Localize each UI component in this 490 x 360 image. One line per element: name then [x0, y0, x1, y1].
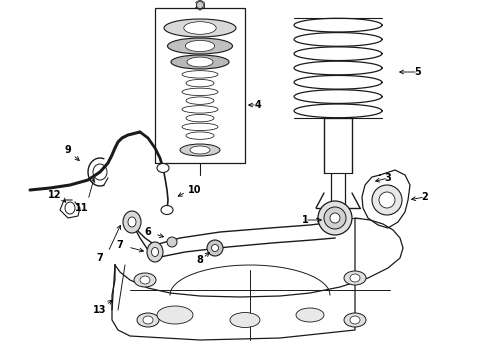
Ellipse shape: [186, 114, 214, 122]
Ellipse shape: [185, 40, 215, 51]
Ellipse shape: [157, 163, 169, 172]
Ellipse shape: [212, 244, 219, 252]
Ellipse shape: [186, 97, 214, 104]
Text: 10: 10: [188, 185, 202, 195]
Ellipse shape: [207, 240, 223, 256]
Ellipse shape: [318, 201, 352, 235]
Text: 9: 9: [65, 145, 72, 155]
Ellipse shape: [344, 271, 366, 285]
Ellipse shape: [190, 146, 210, 154]
Text: 1: 1: [302, 215, 308, 225]
Text: 12: 12: [48, 190, 62, 200]
Ellipse shape: [296, 308, 324, 322]
Ellipse shape: [168, 38, 232, 54]
Text: 5: 5: [415, 67, 421, 77]
Ellipse shape: [147, 242, 163, 262]
Ellipse shape: [137, 313, 159, 327]
Text: 7: 7: [97, 253, 103, 263]
Ellipse shape: [171, 55, 229, 69]
Ellipse shape: [123, 211, 141, 233]
Ellipse shape: [167, 237, 177, 247]
Ellipse shape: [379, 192, 395, 208]
Text: 6: 6: [145, 227, 151, 237]
Ellipse shape: [187, 57, 213, 67]
Text: 13: 13: [93, 305, 107, 315]
Ellipse shape: [182, 105, 218, 113]
Ellipse shape: [330, 213, 340, 223]
Text: 3: 3: [385, 173, 392, 183]
Ellipse shape: [350, 316, 360, 324]
Text: 11: 11: [75, 203, 89, 213]
Ellipse shape: [143, 316, 153, 324]
Ellipse shape: [161, 206, 173, 215]
Ellipse shape: [350, 274, 360, 282]
Ellipse shape: [186, 80, 214, 87]
Ellipse shape: [182, 71, 218, 78]
Ellipse shape: [164, 19, 236, 37]
Circle shape: [196, 1, 203, 9]
Ellipse shape: [182, 123, 218, 131]
Ellipse shape: [151, 248, 158, 257]
Ellipse shape: [157, 306, 193, 324]
Ellipse shape: [180, 144, 220, 156]
Ellipse shape: [186, 132, 214, 139]
Ellipse shape: [372, 185, 402, 215]
Text: 4: 4: [255, 100, 261, 110]
Text: 8: 8: [196, 255, 203, 265]
Text: 2: 2: [421, 192, 428, 202]
Ellipse shape: [182, 88, 218, 96]
Ellipse shape: [134, 273, 156, 287]
Ellipse shape: [128, 217, 136, 227]
Text: 7: 7: [117, 240, 123, 250]
Ellipse shape: [344, 313, 366, 327]
Ellipse shape: [140, 276, 150, 284]
Ellipse shape: [184, 22, 216, 34]
Bar: [155, 8, 245, 163]
Ellipse shape: [324, 207, 346, 229]
Ellipse shape: [230, 312, 260, 328]
